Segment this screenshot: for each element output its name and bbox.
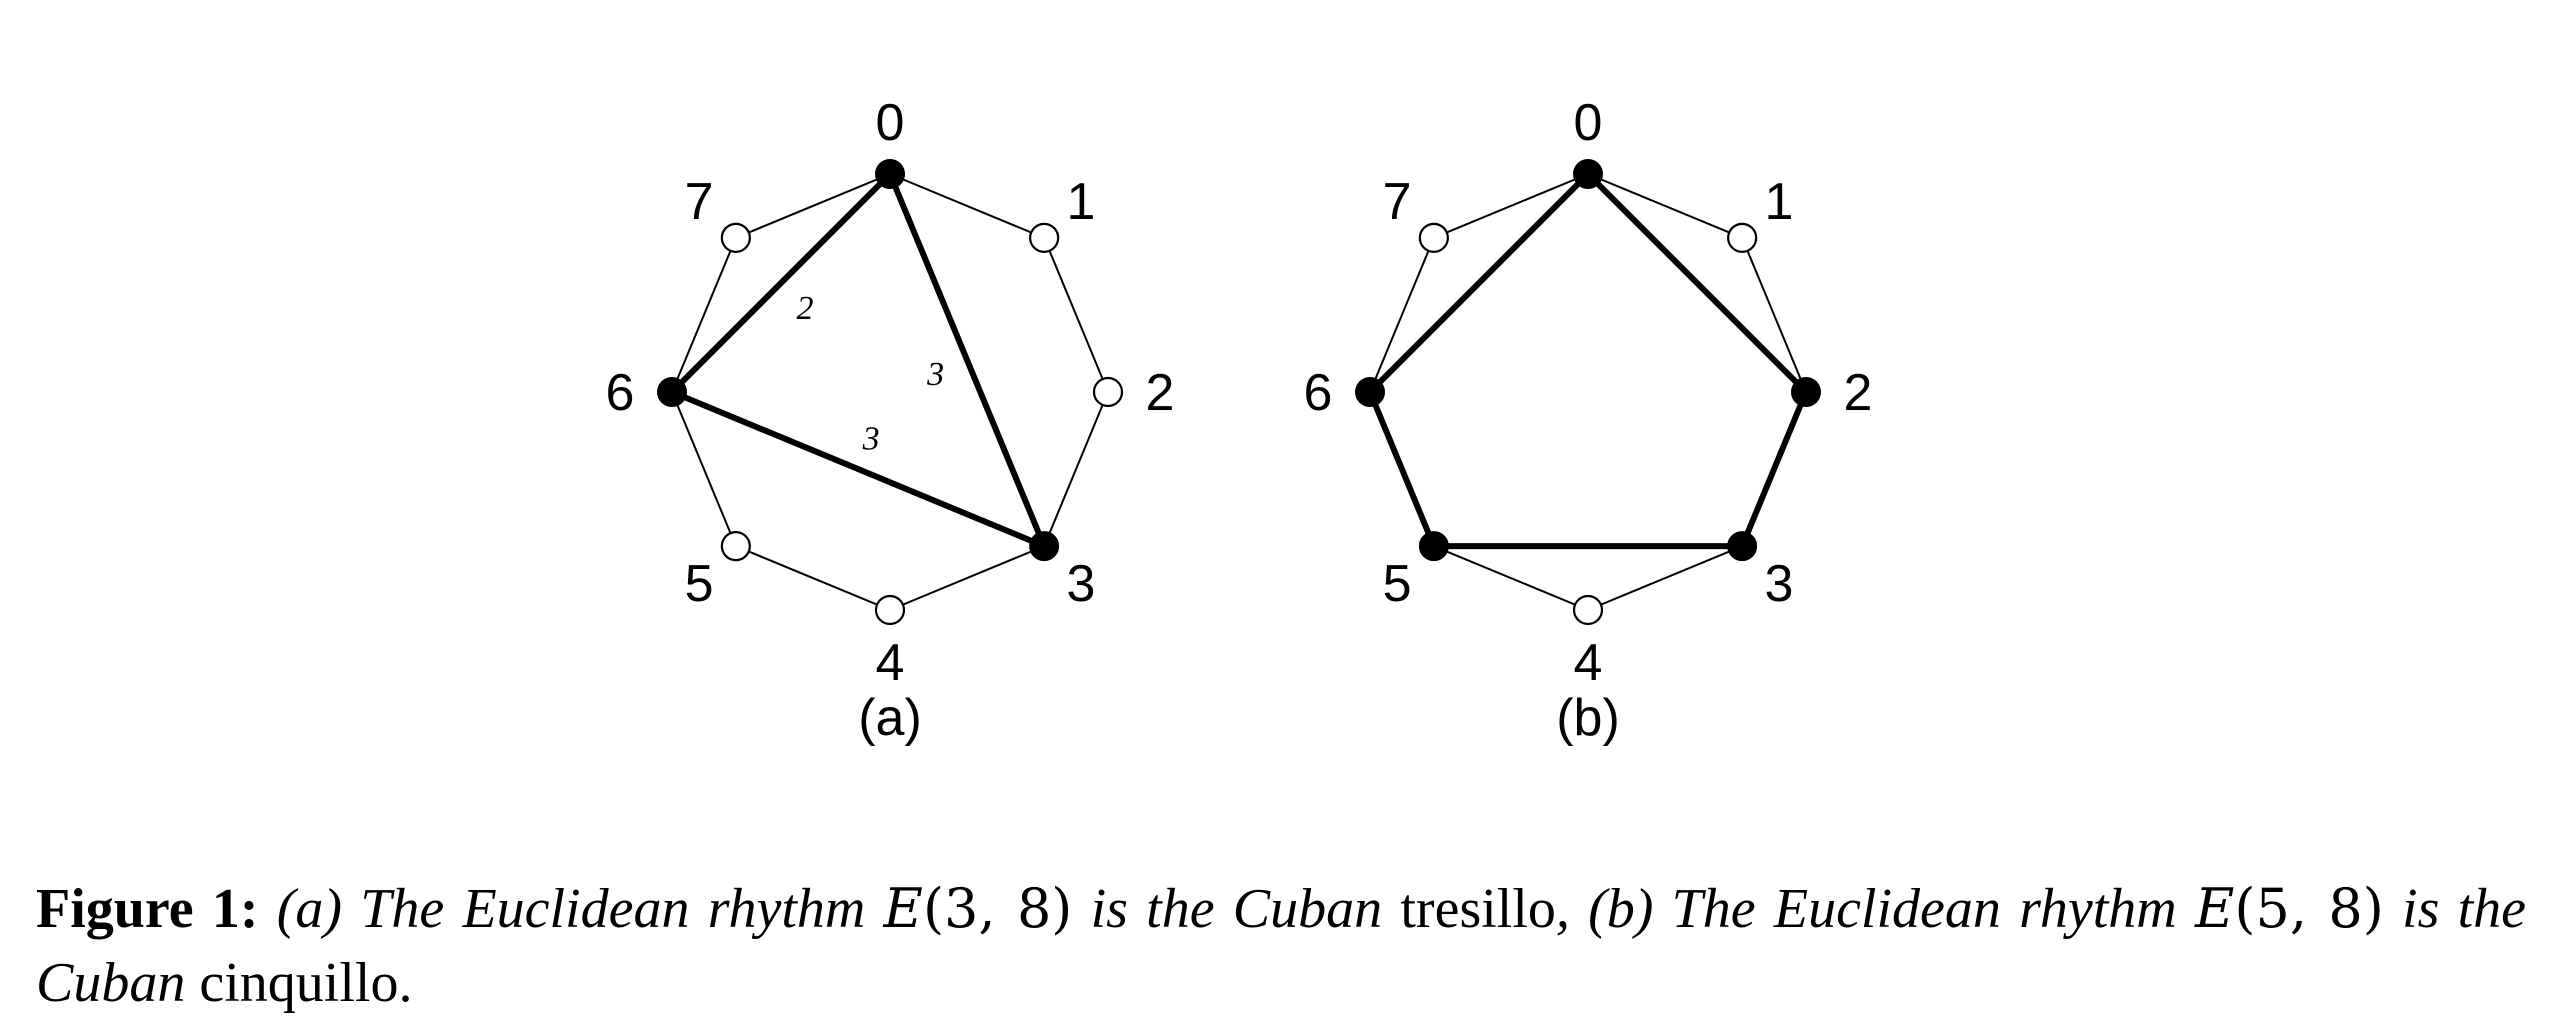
octagon-edge-1-2 — [1043, 237, 1109, 393]
polygon-edge-0-3 — [887, 171, 1048, 550]
rest-node-1 — [1727, 222, 1758, 253]
octagon-edge-4-5 — [1433, 545, 1589, 611]
subfigure-label-a: (a) — [858, 689, 922, 747]
node-label-6: 6 — [1304, 364, 1333, 422]
octagon-edge-7-0 — [735, 173, 891, 239]
rest-node-2 — [1092, 376, 1124, 408]
caption-part-b: , (b) The Euclidean rhythm — [1555, 878, 2177, 940]
caption-end: . — [398, 952, 413, 1014]
interval-label: 3 — [862, 421, 880, 458]
node-label-0: 0 — [876, 94, 905, 152]
caption-word-tresillo: tresillo — [1400, 878, 1556, 940]
polygon-edge-5-6 — [1367, 389, 1437, 550]
onset-node-6 — [657, 377, 687, 407]
node-label-2: 2 — [1146, 364, 1175, 422]
panel-a: 3 3 2 0 1 2 3 4 5 6 7 (a) — [606, 94, 1175, 747]
rest-node-5 — [720, 531, 751, 562]
node-label-3: 3 — [1764, 555, 1793, 613]
node-label-2: 2 — [1844, 364, 1873, 422]
panel-b: 0 1 2 3 4 5 6 7 (b) — [1304, 94, 1873, 747]
rest-node-7 — [1418, 222, 1449, 253]
node-label-0: 0 — [1574, 94, 1603, 152]
onset-node-6 — [1355, 377, 1385, 407]
node-label-4: 4 — [876, 634, 905, 692]
octagon-edge-7-0 — [1433, 173, 1589, 239]
caption-math-a: E(3, 8) — [883, 877, 1073, 940]
octagon-edge-1-2 — [1741, 237, 1807, 393]
caption-part-a2: is the Cuban — [1090, 878, 1383, 940]
node-label-3: 3 — [1066, 555, 1095, 613]
node-label-4: 4 — [1574, 634, 1603, 692]
rest-node-1 — [1029, 222, 1060, 253]
node-label-5: 5 — [685, 555, 714, 613]
onset-node-5 — [1418, 531, 1449, 562]
polygon-edge-0-2 — [1585, 171, 1809, 395]
node-label-1: 1 — [1764, 173, 1793, 231]
subfigure-label-b: (b) — [1556, 689, 1620, 747]
octagon-edge-3-4 — [889, 545, 1045, 611]
rest-node-7 — [720, 222, 751, 253]
polygon-edge-3-6 — [669, 389, 1048, 550]
polygon-edge-2-3 — [1739, 389, 1809, 550]
node-label-5: 5 — [1383, 555, 1412, 613]
interval-label: 3 — [926, 356, 944, 393]
polygon-edge-6-0 — [1367, 171, 1591, 395]
octagon-edge-0-1 — [1587, 173, 1743, 239]
figure-diagram: 3 3 2 0 1 2 3 4 5 6 7 (a) 0 1 2 3 4 5 6 7 (b) — [606, 94, 1873, 747]
polygon-edge-6-0 — [669, 171, 893, 395]
node-label-7: 7 — [1383, 173, 1412, 231]
octagon-edge-6-7 — [671, 237, 737, 393]
octagon-edge-0-1 — [889, 173, 1045, 239]
octagon-edge-4-5 — [735, 545, 891, 611]
octagon-edge-5-6 — [671, 391, 737, 547]
octagon-edge-3-4 — [1587, 545, 1743, 611]
caption-part-a: (a) The Euclidean rhythm — [276, 878, 866, 940]
onset-node-3 — [1727, 531, 1758, 562]
onset-node-0 — [875, 159, 905, 189]
node-label-6: 6 — [606, 364, 635, 422]
onset-node-2 — [1791, 377, 1821, 407]
onset-node-3 — [1029, 531, 1060, 562]
rest-node-4 — [1572, 594, 1604, 626]
caption-math-b: E(5, 8) — [2194, 877, 2384, 940]
node-label-1: 1 — [1066, 173, 1095, 231]
onset-node-0 — [1573, 159, 1603, 189]
caption-part-b2: is the Cuban — [36, 878, 2526, 1014]
octagon-edge-6-7 — [1369, 237, 1435, 393]
caption-word-cinquillo: cinquillo — [199, 952, 399, 1014]
interval-label: 2 — [797, 290, 814, 327]
rest-node-4 — [874, 594, 906, 626]
figure-caption: Figure 1: (a) The Euclidean rhythm E(3, … — [36, 872, 2526, 1020]
node-label-7: 7 — [685, 173, 714, 231]
octagon-edge-2-3 — [1043, 391, 1109, 547]
caption-lead: Figure 1: — [36, 878, 259, 940]
